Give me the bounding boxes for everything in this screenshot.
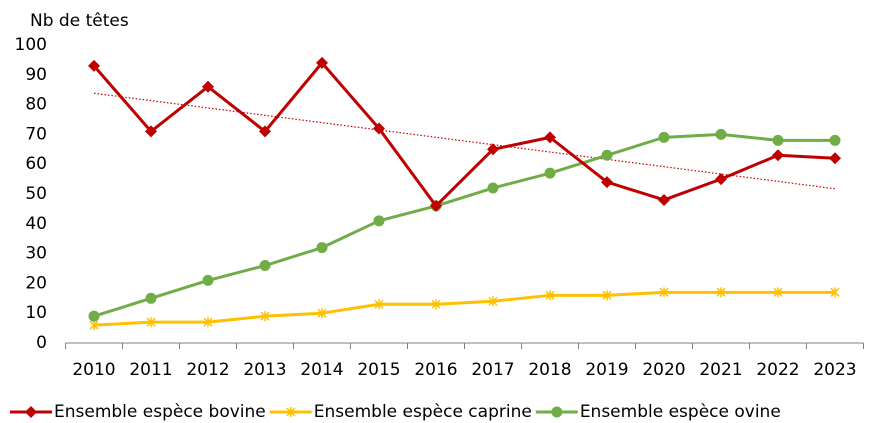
- marker: [830, 287, 840, 298]
- x-tick-label: 2010: [72, 360, 115, 380]
- x-tick-label: 2015: [357, 360, 400, 380]
- marker: [316, 242, 328, 254]
- legend-label: Ensemble espèce ovine: [580, 402, 781, 422]
- marker: [601, 176, 613, 189]
- marker: [431, 299, 441, 310]
- marker: [202, 274, 214, 286]
- marker: [25, 406, 37, 418]
- marker: [89, 320, 99, 331]
- x-tick-label: 2014: [300, 360, 343, 380]
- trendline: [93, 92, 836, 190]
- legend-label: Ensemble espèce bovine: [54, 402, 266, 422]
- marker: [145, 292, 157, 304]
- x-tick-label: 2012: [186, 360, 229, 380]
- y-tick-label: 0: [36, 333, 47, 353]
- y-axis-label: Nb de têtes: [30, 11, 129, 31]
- marker: [551, 406, 563, 418]
- series-line: [93, 132, 835, 318]
- marker: [373, 122, 385, 135]
- marker: [146, 317, 156, 328]
- x-tick-label: 2016: [414, 360, 457, 380]
- marker: [286, 407, 296, 417]
- y-tick-label: 70: [25, 124, 47, 144]
- marker: [316, 56, 328, 69]
- marker: [430, 199, 442, 212]
- x-tick-label: 2020: [642, 360, 685, 380]
- marker: [829, 152, 841, 165]
- marker: [202, 80, 214, 93]
- marker: [88, 59, 100, 72]
- marker: [601, 149, 613, 161]
- y-tick-label: 100: [15, 35, 47, 55]
- y-tick-label: 40: [25, 214, 47, 234]
- marker: [715, 173, 727, 186]
- marker: [658, 131, 670, 143]
- y-tick-label: 90: [25, 65, 47, 85]
- marker: [488, 296, 498, 307]
- x-tick-label: 2017: [471, 360, 514, 380]
- marker: [88, 310, 100, 322]
- marker: [544, 131, 556, 144]
- marker: [259, 260, 271, 272]
- x-tick-label: 2018: [528, 360, 571, 380]
- marker: [544, 167, 556, 179]
- series-line: [93, 290, 835, 327]
- marker: [374, 299, 384, 310]
- marker: [658, 193, 670, 206]
- marker: [487, 143, 499, 156]
- marker: [317, 308, 327, 319]
- y-tick-label: 60: [25, 154, 47, 174]
- marker: [203, 317, 213, 328]
- y-tick-label: 80: [25, 95, 47, 115]
- y-tick-label: 30: [25, 244, 47, 264]
- marker: [373, 215, 385, 227]
- x-tick-label: 2022: [756, 360, 799, 380]
- y-tick-label: 20: [25, 273, 47, 293]
- marker: [602, 290, 612, 301]
- marker: [772, 134, 784, 146]
- marker: [545, 290, 555, 301]
- marker: [260, 311, 270, 322]
- legend-label: Ensemble espèce caprine: [314, 402, 532, 422]
- marker: [715, 128, 727, 140]
- marker: [829, 134, 841, 146]
- y-tick-label: 50: [25, 184, 47, 204]
- marker: [487, 182, 499, 194]
- marker: [145, 125, 157, 138]
- x-tick-label: 2021: [699, 360, 742, 380]
- x-tick-label: 2011: [129, 360, 172, 380]
- marker: [772, 149, 784, 162]
- y-tick-label: 10: [25, 303, 47, 323]
- marker: [716, 287, 726, 298]
- marker: [659, 287, 669, 298]
- x-tick-label: 2023: [813, 360, 856, 380]
- x-tick-label: 2013: [243, 360, 286, 380]
- x-tick-label: 2019: [585, 360, 628, 380]
- marker: [773, 287, 783, 298]
- series-line: [92, 61, 836, 208]
- marker: [259, 125, 271, 138]
